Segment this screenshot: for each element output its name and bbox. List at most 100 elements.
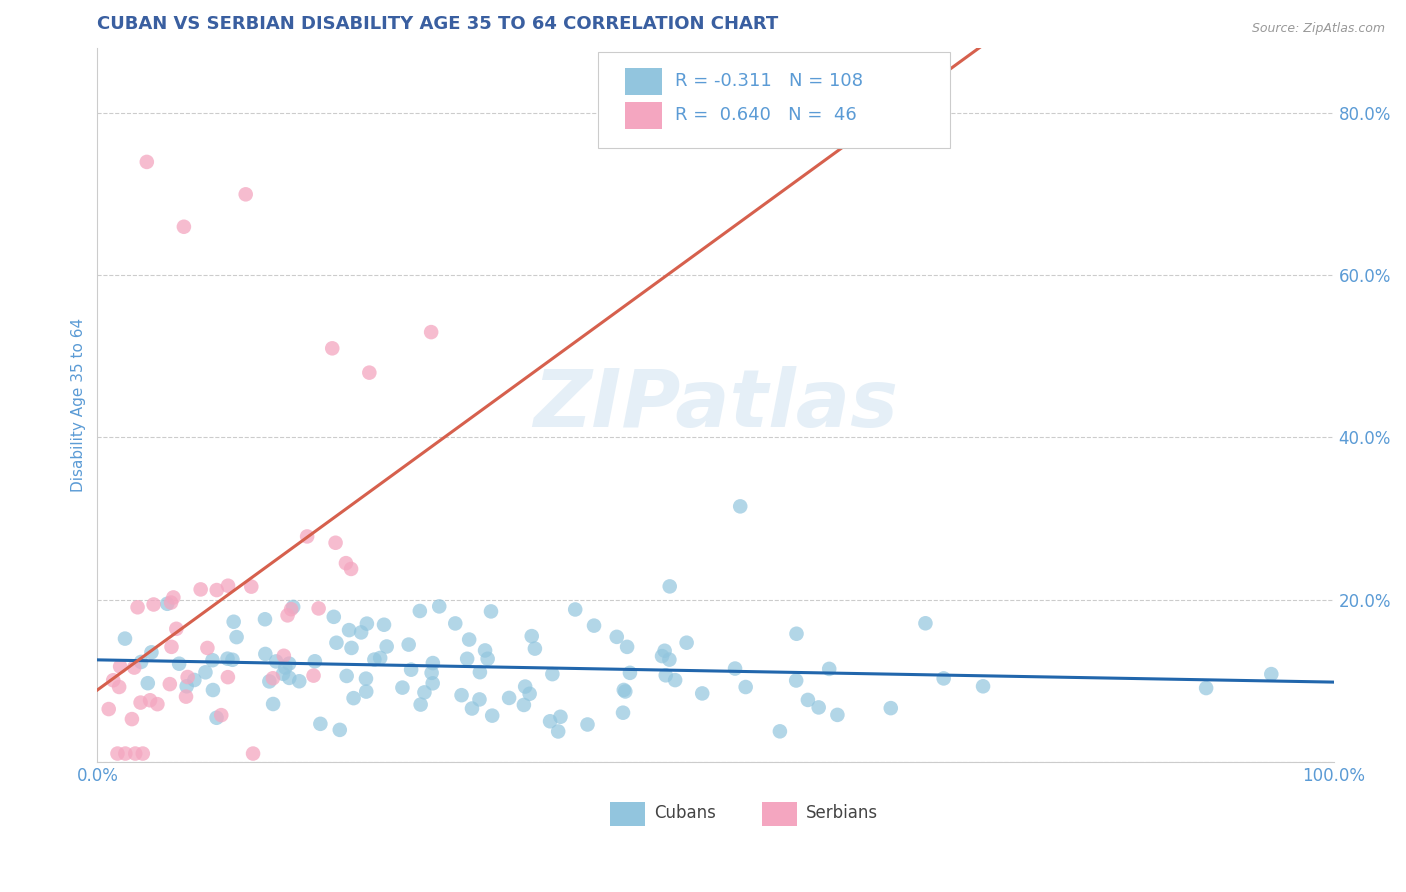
Point [541,667,564,681]
Point [409,604,432,618]
Point [217,670,239,684]
Point [167,657,190,671]
Text: Source: ZipAtlas.com: Source: ZipAtlas.com [1251,22,1385,36]
Point [375,640,398,654]
Point [664,673,686,687]
Point [159,677,181,691]
Point [399,663,422,677]
Point [274,660,297,674]
Point [201,683,224,698]
Point [201,653,224,667]
Point [523,641,546,656]
Point [271,666,294,681]
Point [515,680,537,694]
Point [932,672,955,686]
Point [254,647,277,661]
Point [122,660,145,674]
Point [354,672,377,686]
Point [160,640,183,654]
Point [547,724,569,739]
Point [519,687,541,701]
FancyBboxPatch shape [610,802,645,826]
Point [373,617,395,632]
Point [1195,681,1218,695]
Point [176,670,198,684]
Point [612,706,634,720]
Point [363,652,385,666]
Point [458,632,481,647]
Point [162,591,184,605]
Point [240,580,263,594]
Point [262,697,284,711]
Point [456,652,478,666]
Point [690,686,713,700]
Point [222,615,245,629]
Point [127,600,149,615]
Point [675,636,697,650]
Point [420,665,443,680]
FancyBboxPatch shape [626,102,662,129]
Point [156,597,179,611]
Point [786,626,808,640]
Text: R = -0.311   N = 108: R = -0.311 N = 108 [675,71,863,89]
Point [288,674,311,689]
Point [550,710,572,724]
Point [176,679,198,693]
Point [651,649,673,664]
Point [280,602,302,616]
Point [283,599,305,614]
Point [129,696,152,710]
Point [129,655,152,669]
Point [606,630,628,644]
Point [114,747,136,761]
Point [582,618,605,632]
Point [413,685,436,699]
Point [427,599,450,614]
Point [468,665,491,680]
Point [827,707,849,722]
Point [477,652,499,666]
Point [278,671,301,685]
Text: CUBAN VS SERBIAN DISABILITY AGE 35 TO 64 CORRELATION CHART: CUBAN VS SERBIAN DISABILITY AGE 35 TO 64… [97,15,779,33]
Point [160,595,183,609]
Point [337,623,360,637]
Point [422,676,444,690]
Point [422,656,444,670]
Point [655,668,678,682]
FancyBboxPatch shape [626,68,662,95]
Point [481,708,503,723]
Point [205,583,228,598]
Text: R =  0.640   N =  46: R = 0.640 N = 46 [675,106,856,124]
Point [165,622,187,636]
Point [498,690,520,705]
Point [253,612,276,626]
Point [342,691,364,706]
Point [278,657,301,671]
Point [139,693,162,707]
Point [121,712,143,726]
Point [461,701,484,715]
Point [769,724,792,739]
Point [654,644,676,658]
Point [264,654,287,668]
Text: Serbians: Serbians [806,804,877,822]
Point [103,673,125,688]
Point [340,640,363,655]
Text: ZIPatlas: ZIPatlas [533,366,898,444]
Point [190,582,212,597]
Point [235,187,257,202]
Point [444,616,467,631]
Point [616,640,638,654]
Point [259,674,281,689]
Point [350,625,373,640]
Point [242,747,264,761]
FancyBboxPatch shape [598,52,950,148]
Point [197,640,219,655]
Point [141,645,163,659]
Point [564,602,586,616]
Point [409,698,432,712]
Point [325,535,347,549]
Point [619,665,641,680]
Point [335,556,357,570]
Point [108,680,131,694]
